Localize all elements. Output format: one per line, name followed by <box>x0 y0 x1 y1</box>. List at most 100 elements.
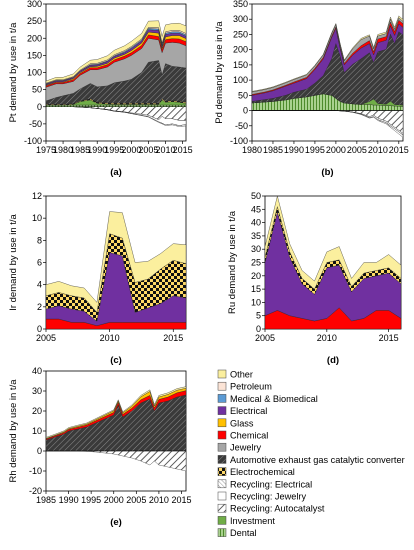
legend-item: Investment <box>217 516 275 526</box>
area-e-other <box>45 386 187 439</box>
y-tick-label: 6 <box>37 258 42 268</box>
y-tick-label: 30 <box>251 244 261 254</box>
x-tick-label: 2010 <box>317 333 337 343</box>
area-a-recycling-electrical <box>46 106 187 127</box>
x-tick-label: 2010 <box>155 145 175 155</box>
legend-swatch <box>217 455 227 464</box>
panel-label: (d) <box>327 355 339 366</box>
y-tick-label: 200 <box>233 45 248 55</box>
y-tick-label: 150 <box>233 60 248 70</box>
area-b-other <box>251 15 404 93</box>
chart-panel-e: -20 -10 0 10 20 30 40 1985 1990 1995 2000 2005 2010 2… <box>8 366 191 528</box>
y-tick-label: 50 <box>238 90 248 100</box>
y-tick-label: 150 <box>27 50 42 60</box>
y-tick-label: 15 <box>251 284 261 294</box>
area-a-other <box>45 20 187 84</box>
legend-swatch <box>217 528 227 537</box>
y-tick-label: 30 <box>32 386 42 396</box>
x-tick-label: 1985 <box>70 145 90 155</box>
legend-label: Medical & Biomedical <box>230 394 318 404</box>
y-axis-label: Rh demand by use in t/a <box>8 379 19 483</box>
y-tick-label: 0 <box>37 324 42 334</box>
x-tick-label: 2015 <box>171 495 191 505</box>
y-tick-label: 40 <box>251 218 261 228</box>
y-tick-label: 10 <box>251 297 261 307</box>
y-tick-label: -50 <box>29 119 42 129</box>
y-axis-label: Pt demand by use in t/a <box>8 22 19 123</box>
y-tick-label: 0 <box>37 102 42 112</box>
y-tick-label: 100 <box>233 75 248 85</box>
x-tick-label: 2015 <box>379 333 399 343</box>
y-tick-label: -10 <box>29 466 42 476</box>
y-tick-label: 0 <box>37 446 42 456</box>
legend-swatch <box>217 467 227 476</box>
y-axis-label: Pd demand by use in t/a <box>214 21 225 124</box>
legend-swatch <box>217 442 227 452</box>
y-tick-label: 2 <box>37 302 42 312</box>
x-tick-label: 2015 <box>163 333 183 343</box>
legend-item: Petroleum <box>217 382 272 392</box>
x-tick-label: 2000 <box>104 495 124 505</box>
x-tick-label: 2015 <box>173 145 193 155</box>
x-tick-label: 2005 <box>138 145 158 155</box>
chart-panel-c: 0 2 4 6 8 10 12 2005 2010 2015 Ir demand by use in… <box>8 191 187 366</box>
x-tick-label: 2015 <box>389 145 409 155</box>
legend-item: Medical & Biomedical <box>217 394 318 404</box>
x-tick-label: 2005 <box>347 145 367 155</box>
x-tick-label: 2005 <box>126 495 146 505</box>
legend-label: Recycling: Jewelry <box>230 492 306 502</box>
y-tick-label: -100 <box>230 136 248 146</box>
y-tick-label: -50 <box>235 121 248 131</box>
y-tick-label: 20 <box>32 406 42 416</box>
legend-swatch <box>217 491 227 501</box>
area-d-other <box>264 195 402 290</box>
y-tick-label: 250 <box>27 16 42 26</box>
area-c-other <box>45 211 187 313</box>
x-tick-label: 2010 <box>149 495 169 505</box>
x-tick-label: 2005 <box>255 333 275 343</box>
y-tick-label: 5 <box>256 311 261 321</box>
x-tick-label: 2000 <box>121 145 141 155</box>
legend-label: Automotive exhaust gas catalytic convert… <box>230 455 405 465</box>
x-tick-label: 2000 <box>326 145 346 155</box>
legend-label: Jewelry <box>230 443 262 453</box>
legend-box <box>214 368 408 543</box>
chart-panel-a: -100-50050100150200250300197519801985199… <box>8 0 193 178</box>
y-tick-label: 10 <box>32 213 42 223</box>
panel-label: (e) <box>110 517 122 528</box>
y-tick-label: 40 <box>32 366 42 376</box>
x-tick-label: 1990 <box>284 145 304 155</box>
y-tick-label: 100 <box>27 68 42 78</box>
x-tick-label: 1980 <box>53 145 73 155</box>
legend-item: Jewelry <box>217 442 262 453</box>
legend-item: Glass <box>217 418 254 428</box>
x-tick-label: 2010 <box>368 145 388 155</box>
y-tick-label: 300 <box>233 14 248 24</box>
x-tick-label: 1995 <box>305 145 325 155</box>
y-tick-label: 0 <box>256 324 261 334</box>
legend-item: Electrochemical <box>217 467 295 477</box>
x-tick-label: 1975 <box>36 145 56 155</box>
legend-item: Automotive exhaust gas catalytic convert… <box>217 455 405 465</box>
legend-label: Investment <box>230 516 275 526</box>
legend-label: Recycling: Autocatalyst <box>230 504 325 514</box>
x-tick-label: 1995 <box>104 145 124 155</box>
panel-label: (c) <box>110 355 122 366</box>
legend-label: Electrical <box>230 406 267 416</box>
y-tick-label: 10 <box>32 426 42 436</box>
y-tick-label: 12 <box>32 191 42 201</box>
y-tick-label: 200 <box>27 33 42 43</box>
legend-swatch <box>217 430 227 440</box>
legend-item: Recycling: Autocatalyst <box>217 504 325 514</box>
legend-swatch <box>217 369 227 379</box>
legend-label: Chemical <box>230 431 268 441</box>
legend-label: Dental <box>230 528 257 538</box>
legend-label: Glass <box>230 418 254 428</box>
chart-panel-b: -100 -50 0 50 100 150 200 250 300 350 1980 1985 1990… <box>214 0 409 178</box>
x-tick-label: 2010 <box>100 333 120 343</box>
y-tick-label: 35 <box>251 231 261 241</box>
legend-item: Recycling: Electrical <box>217 479 312 489</box>
y-axis-label: Ru demand by use in t/a <box>227 210 238 314</box>
legend: Other Petroleum Medical & Biomedical Electr… <box>214 368 408 543</box>
